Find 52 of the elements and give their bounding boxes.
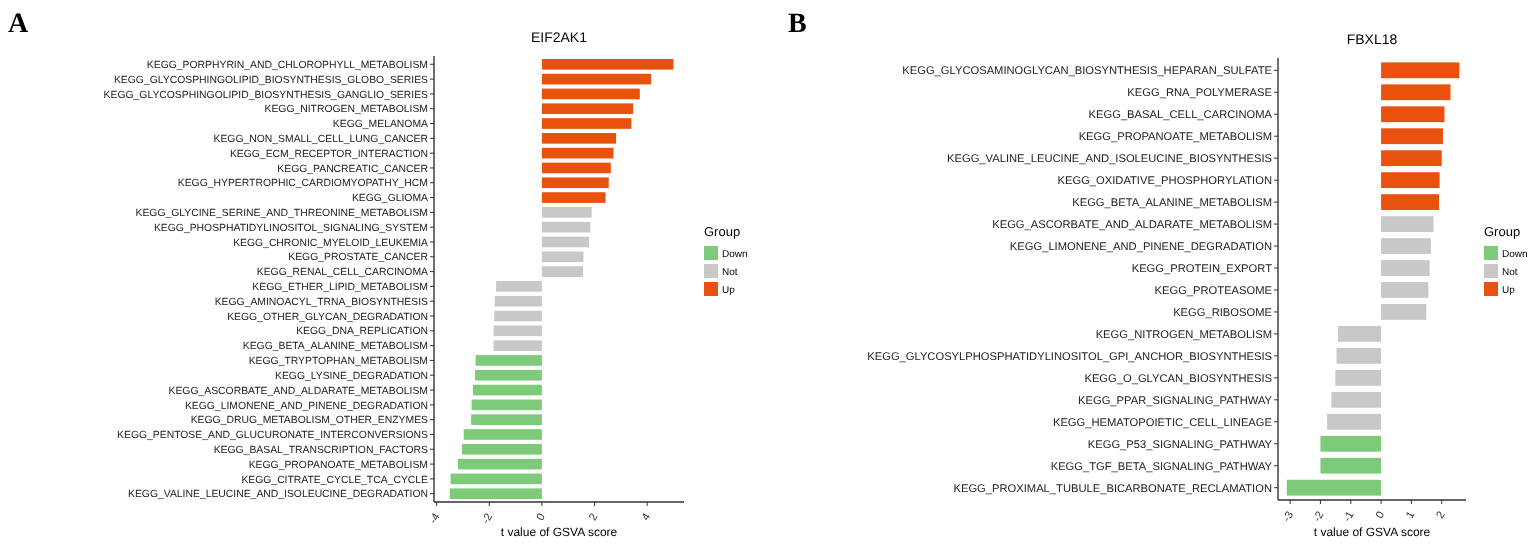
bar: [1381, 84, 1451, 101]
bar: [541, 177, 609, 189]
bar: [1336, 347, 1382, 364]
bar: [471, 414, 542, 425]
bar: [541, 73, 652, 85]
bar: [1338, 326, 1382, 342]
bar: [541, 266, 583, 277]
bar: [471, 399, 542, 411]
bar: [541, 88, 640, 100]
bar: [1381, 62, 1460, 79]
bar: [1381, 150, 1442, 167]
bar: [493, 340, 542, 351]
bar: [541, 251, 584, 263]
bar: [1381, 216, 1434, 232]
bar: [541, 103, 634, 115]
bar: [449, 488, 542, 500]
bar: [1381, 106, 1445, 123]
bar: [1381, 172, 1440, 189]
bar: [1381, 128, 1443, 145]
bar: [475, 355, 542, 366]
bar: [1327, 413, 1382, 430]
bar: [493, 325, 542, 337]
bar: [1320, 457, 1382, 474]
bar: [1286, 479, 1382, 496]
bar: [457, 458, 542, 470]
bar: [541, 207, 592, 218]
bar: [1381, 282, 1429, 298]
bar: [541, 58, 674, 70]
bar: [1320, 435, 1382, 452]
bar: [1381, 238, 1431, 254]
bar: [496, 281, 542, 292]
text: A: [8, 10, 30, 40]
bar: [541, 118, 632, 129]
bar: [475, 369, 542, 381]
bar: [541, 236, 589, 248]
bar: [494, 295, 542, 307]
bar: [1381, 304, 1427, 320]
bar: [463, 429, 542, 440]
bar: [1381, 194, 1440, 211]
bar: [1335, 369, 1382, 386]
bar: [461, 443, 542, 455]
bar: [541, 133, 617, 144]
bar: [541, 192, 606, 203]
bar: [541, 221, 591, 233]
bar: [494, 310, 542, 322]
bar: [450, 473, 542, 485]
bar: [541, 162, 611, 174]
bar: [1381, 260, 1430, 276]
text: B: [788, 10, 807, 40]
bar: [472, 384, 542, 396]
bar: [541, 147, 614, 159]
bar: [1331, 391, 1382, 408]
